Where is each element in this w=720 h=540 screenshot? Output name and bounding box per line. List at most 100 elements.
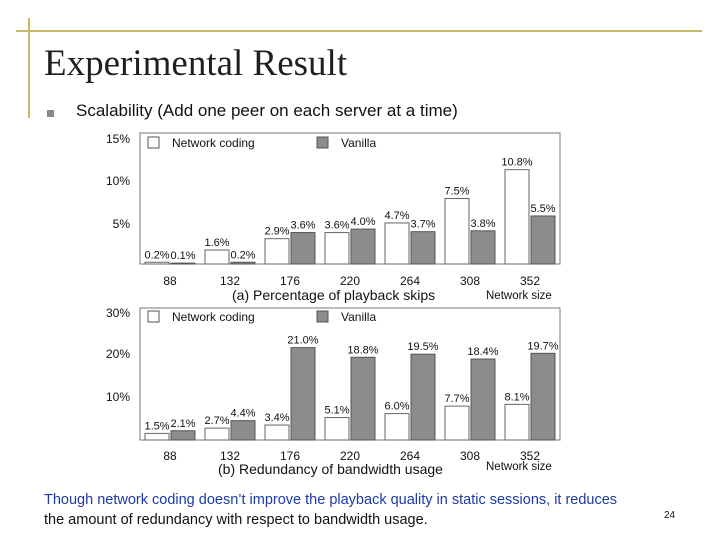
chart1-x-tick-label: 132 — [220, 274, 240, 288]
chart2-plot-frame — [139, 307, 561, 441]
chart1-x-tick-label: 352 — [520, 274, 540, 288]
chart2-bar-vanilla — [410, 353, 436, 441]
chart1-data-label-network-coding: 3.6% — [324, 220, 349, 232]
footer-line-2: the amount of redundancy with respect to… — [44, 512, 428, 528]
chart2-data-label-network-coding: 1.5% — [144, 420, 169, 432]
chart2-data-label-vanilla: 21.0% — [287, 335, 318, 347]
chart2-x-tick-label: 132 — [220, 449, 240, 463]
chart1-data-label-vanilla: 3.6% — [290, 220, 315, 232]
chart1-data-label-network-coding: 0.2% — [144, 249, 169, 261]
chart2-bar-vanilla — [530, 352, 556, 441]
chart1-data-label-vanilla: 3.8% — [470, 218, 495, 230]
chart2-bar-network-coding — [384, 413, 410, 441]
chart1-bar-network-coding — [504, 169, 530, 265]
chart1-bar-network-coding — [204, 249, 230, 265]
chart1-data-label-vanilla: 0.1% — [170, 250, 195, 262]
chart1-x-axis-label: Network size — [486, 290, 552, 302]
chart1-x-tick-label: 220 — [340, 274, 360, 288]
chart1-bar-network-coding — [324, 232, 350, 265]
chart2-x-tick-label: 352 — [520, 449, 540, 463]
bullet-text: Scalability (Add one peer on each server… — [76, 101, 458, 120]
chart2-x-tick-label: 88 — [163, 449, 177, 463]
chart1-data-label-network-coding: 7.5% — [444, 186, 469, 198]
chart2-x-tick-label: 308 — [460, 449, 480, 463]
chart2-legend-swatch-vanilla — [316, 310, 329, 323]
chart2-x-tick-label: 264 — [400, 449, 420, 463]
slide-number: 24 — [664, 510, 676, 521]
chart2-bar-network-coding — [504, 403, 530, 441]
chart1-data-label-vanilla: 4.0% — [350, 216, 375, 228]
chart2-data-label-vanilla: 4.4% — [230, 408, 255, 420]
chart1-bar-vanilla — [350, 228, 376, 265]
chart1-bar-vanilla — [170, 262, 196, 265]
chart2-x-axis-label: Network size — [486, 461, 552, 473]
chart1-legend-swatch-network-coding — [147, 136, 160, 149]
chart1-legend-label-network-coding: Network coding — [172, 136, 255, 150]
chart2-bar-network-coding — [324, 417, 350, 441]
chart2-legend-label-network-coding: Network coding — [172, 310, 255, 324]
chart1-data-label-network-coding: 10.8% — [501, 157, 532, 169]
chart2-data-label-network-coding: 2.7% — [204, 415, 229, 427]
chart2-y-tick-label: 30% — [106, 306, 130, 320]
chart2-data-label-network-coding: 8.1% — [504, 391, 529, 403]
chart1-y-tick-label: 5% — [113, 217, 131, 231]
chart1-data-label-network-coding: 2.9% — [264, 226, 289, 238]
chart2-bar-vanilla — [470, 358, 496, 441]
chart1-data-label-network-coding: 1.6% — [204, 237, 229, 249]
chart2-bar-vanilla — [170, 430, 196, 441]
chart2-bar-network-coding — [444, 405, 470, 441]
chart1-bar-network-coding — [144, 261, 170, 265]
chart2-caption: (b) Redundancy of bandwidth usage — [218, 461, 443, 477]
accent-horizontal-line — [16, 30, 702, 32]
chart2-bar-network-coding — [204, 427, 230, 441]
chart2-y-tick-label: 10% — [106, 390, 130, 404]
chart1-caption: (a) Percentage of playback skips — [232, 287, 435, 303]
chart2-bar-vanilla — [230, 420, 256, 441]
chart1-x-tick-label: 264 — [400, 274, 420, 288]
chart1-plot-frame — [139, 132, 561, 265]
chart2-x-tick-label: 176 — [280, 449, 300, 463]
chart1-bar-vanilla — [230, 261, 256, 265]
chart2-legend-label-vanilla: Vanilla — [341, 310, 376, 324]
chart2-data-label-network-coding: 5.1% — [324, 405, 349, 417]
chart1-data-label-network-coding: 4.7% — [384, 210, 409, 222]
chart1-legend-swatch-vanilla — [316, 136, 329, 149]
chart1-x-tick-label: 88 — [163, 274, 177, 288]
footer-line-1: Though network coding doesn’t improve th… — [44, 492, 618, 508]
bullet-square-icon — [47, 110, 54, 117]
chart1-bar-network-coding — [264, 238, 290, 265]
chart1-y-tick-label: 10% — [106, 174, 130, 188]
chart2-legend-swatch-network-coding — [147, 310, 160, 323]
chart2-data-label-network-coding: 6.0% — [384, 401, 409, 413]
chart1-x-tick-label: 308 — [460, 274, 480, 288]
chart1-data-label-vanilla: 3.7% — [410, 219, 435, 231]
chart2-bar-vanilla — [290, 347, 316, 441]
chart1-bar-network-coding — [384, 222, 410, 265]
footer-text: Though network coding doesn’t improve th… — [44, 490, 684, 530]
chart2-data-label-vanilla: 19.5% — [407, 341, 438, 353]
chart1-bar-vanilla — [470, 230, 496, 265]
chart1-bar-network-coding — [444, 198, 470, 265]
chart2-bar-vanilla — [350, 356, 376, 441]
chart2-data-label-vanilla: 2.1% — [170, 418, 195, 430]
chart1-bar-vanilla — [290, 232, 316, 265]
chart2-x-tick-label: 220 — [340, 449, 360, 463]
chart1-y-tick-label: 15% — [106, 132, 130, 146]
chart1-data-label-vanilla: 5.5% — [530, 203, 555, 215]
chart2-data-label-network-coding: 7.7% — [444, 393, 469, 405]
chart1-bar-vanilla — [410, 231, 436, 265]
chart2-data-label-vanilla: 18.4% — [467, 346, 498, 358]
chart1-bar-vanilla — [530, 215, 556, 265]
chart2-bar-network-coding — [144, 432, 170, 441]
chart2-y-tick-label: 20% — [106, 347, 130, 361]
chart2-data-label-network-coding: 3.4% — [264, 412, 289, 424]
chart1-legend-label-vanilla: Vanilla — [341, 136, 376, 150]
slide-title: Experimental Result — [44, 43, 348, 84]
chart2-bar-network-coding — [264, 424, 290, 441]
accent-vertical-line — [28, 18, 30, 118]
chart2-data-label-vanilla: 19.7% — [527, 340, 558, 352]
chart1-x-tick-label: 176 — [280, 274, 300, 288]
chart2-data-label-vanilla: 18.8% — [347, 344, 378, 356]
chart1-data-label-vanilla: 0.2% — [230, 249, 255, 261]
